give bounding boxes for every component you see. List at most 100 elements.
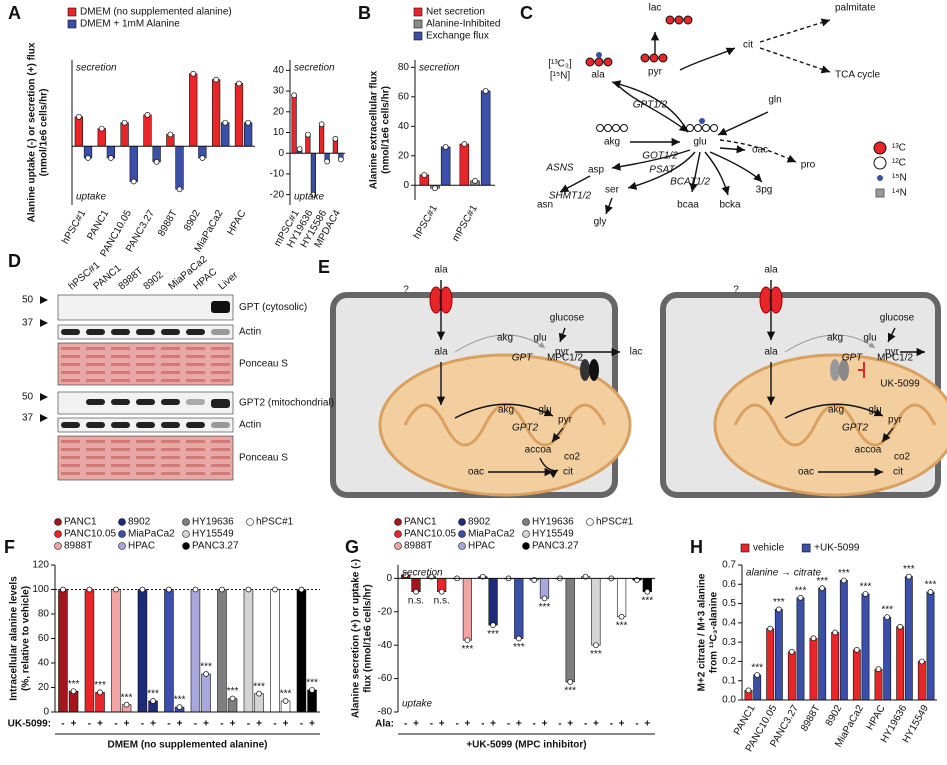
model-label: glu <box>868 405 881 416</box>
annotation: secretion <box>76 63 117 74</box>
blot-band <box>61 329 80 335</box>
ponceau-stripe <box>111 456 130 459</box>
ponceau-stripe <box>136 371 155 374</box>
ponceau-stripe <box>161 456 180 459</box>
y-tick-label: -20 <box>378 606 393 617</box>
annotation: uptake <box>402 699 432 710</box>
blot-band <box>111 329 130 335</box>
bar <box>861 593 870 701</box>
blot-band <box>211 422 230 428</box>
bar <box>796 597 805 701</box>
ponceau-stripe <box>161 464 180 467</box>
model-label: GPT2 <box>842 423 869 434</box>
x-tick-label: 8902 <box>182 208 203 233</box>
ponceau-stripe <box>136 355 155 358</box>
x-tick-label: + <box>177 719 183 730</box>
bar <box>831 632 840 701</box>
ponceau-stripe <box>61 371 80 374</box>
significance: *** <box>925 580 937 591</box>
model-label: ? <box>733 285 739 296</box>
legend-marker <box>873 141 887 155</box>
legend-label: ¹⁵N <box>892 173 907 184</box>
legend-label: ¹²C <box>892 158 906 169</box>
panel-label: C <box>520 3 533 23</box>
x-tick-label: + <box>203 719 209 730</box>
x-tick-label: + <box>124 719 130 730</box>
bar <box>217 589 227 713</box>
x-tick-label: + <box>439 719 445 730</box>
data-point <box>296 146 303 152</box>
data-point <box>541 595 548 602</box>
mw-arrow <box>40 414 48 422</box>
ponceau-stripe <box>61 440 80 443</box>
blot-band <box>136 399 155 405</box>
y-tick-label: 0.3 <box>722 637 736 648</box>
significance: *** <box>68 679 80 690</box>
significance: *** <box>253 681 265 692</box>
ponceau-stripe <box>211 347 230 350</box>
data-point <box>98 125 105 132</box>
data-point <box>862 591 869 597</box>
pathway-node: asp <box>588 165 605 176</box>
model-label: pyr <box>555 347 570 358</box>
legend-marker <box>246 518 254 526</box>
model-label: pyr <box>888 415 903 426</box>
y-tick-label: 0 <box>403 180 409 191</box>
ponceau-stripe <box>111 464 130 467</box>
y-axis-label: flux (nmol/1e6 cells/hr) <box>363 584 374 692</box>
data-point <box>256 690 262 697</box>
x-axis-label: DMEM (no supplemented alanine) <box>107 740 267 751</box>
data-point <box>853 647 860 653</box>
x-tick-label: + <box>256 719 262 730</box>
legend-label: 8902 <box>468 517 491 528</box>
pathway-node: akg <box>604 137 620 148</box>
data-point <box>113 586 119 593</box>
x-tick-label: + <box>567 719 573 730</box>
model-label: akg <box>498 405 514 416</box>
pathway-node: asn <box>537 200 553 211</box>
blot-label: GPT (cytosolic) <box>239 302 307 313</box>
legend-label: PANC10.05 <box>64 529 117 540</box>
bar <box>296 589 307 713</box>
y-tick-label: 20 <box>398 150 410 161</box>
significance: *** <box>773 597 785 608</box>
mw-marker: 37 <box>22 318 34 329</box>
bar <box>787 651 796 701</box>
data-point <box>927 589 934 595</box>
pathway-node: ala <box>591 70 605 81</box>
legend-label: hPSC#1 <box>256 517 294 528</box>
y-tick-label: 0.6 <box>722 579 736 590</box>
ponceau-stripe <box>161 472 180 475</box>
model-label: co2 <box>564 452 581 463</box>
significance: n.s. <box>408 595 424 606</box>
pathway-node: TCA cycle <box>835 70 880 81</box>
data-point <box>192 586 199 593</box>
pathway-arrows <box>559 15 831 215</box>
x-tick-label: hPSC#1 <box>412 203 440 241</box>
legend-marker <box>182 542 190 550</box>
blot <box>57 294 234 321</box>
legend-label: MiaPaCa2 <box>128 529 175 540</box>
pathway-node: glu <box>693 137 706 148</box>
bar <box>874 668 883 701</box>
y-tick-label: 0 <box>386 573 392 584</box>
bar <box>616 578 627 618</box>
y-axis-label: Alanine extracellular flux <box>369 70 380 189</box>
pathway-node: bcaa <box>677 200 699 211</box>
bar <box>291 94 297 154</box>
data-point <box>421 172 428 178</box>
blot-band <box>161 399 180 405</box>
model-label: akg <box>828 405 844 416</box>
data-point <box>515 635 522 642</box>
x-tick-label: - <box>220 719 223 730</box>
significance: *** <box>487 629 499 640</box>
significance: *** <box>539 602 551 613</box>
x-tick-label: HPAC <box>865 703 888 732</box>
data-point <box>819 585 826 591</box>
x-tick-label: 8988T <box>156 208 180 238</box>
bar <box>221 122 230 147</box>
ponceau-stripe <box>136 379 155 382</box>
significance: *** <box>641 595 653 606</box>
x-tick-label: + <box>150 719 156 730</box>
panel-label: A <box>8 3 21 23</box>
